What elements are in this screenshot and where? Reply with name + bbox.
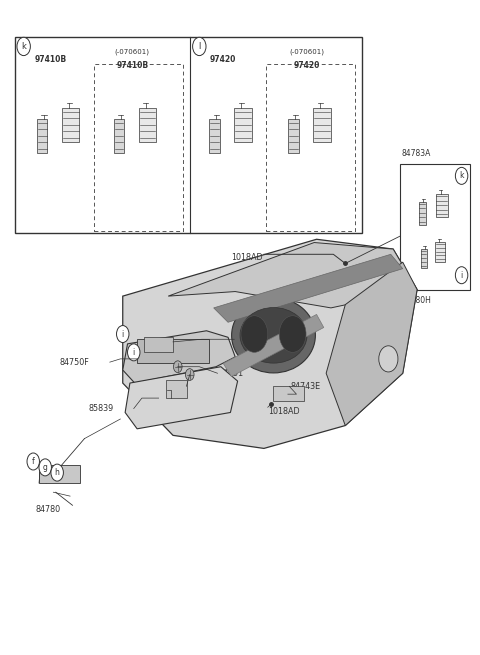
Text: 97410B: 97410B: [35, 55, 67, 64]
Polygon shape: [209, 119, 220, 153]
Bar: [137, 339, 209, 364]
Text: (-070601): (-070601): [115, 48, 150, 55]
Polygon shape: [326, 262, 417, 426]
Circle shape: [173, 361, 182, 373]
Text: 97420: 97420: [294, 62, 320, 71]
Text: 84831: 84831: [235, 335, 260, 344]
Text: 84743E: 84743E: [290, 382, 320, 391]
Text: 84783A: 84783A: [402, 149, 431, 158]
Polygon shape: [139, 108, 156, 142]
Circle shape: [192, 37, 206, 56]
Bar: [166, 380, 187, 398]
Polygon shape: [419, 202, 426, 225]
Bar: [144, 337, 173, 352]
Ellipse shape: [232, 298, 315, 373]
Polygon shape: [435, 242, 445, 262]
Text: 84852: 84852: [148, 404, 173, 413]
Polygon shape: [420, 249, 427, 269]
Text: g: g: [43, 463, 48, 472]
Text: f: f: [32, 457, 35, 466]
Polygon shape: [223, 314, 324, 377]
Text: 1018AD: 1018AD: [231, 253, 263, 262]
Text: i: i: [132, 348, 135, 357]
Polygon shape: [168, 242, 417, 308]
Text: l: l: [198, 42, 201, 51]
Bar: [400, 164, 470, 290]
Circle shape: [27, 453, 39, 470]
Text: i: i: [460, 271, 463, 280]
Polygon shape: [62, 108, 80, 142]
Ellipse shape: [240, 308, 307, 363]
Circle shape: [117, 326, 129, 343]
Text: 93170L: 93170L: [186, 382, 216, 391]
Circle shape: [185, 369, 194, 381]
Text: 84851: 84851: [218, 369, 243, 378]
Polygon shape: [37, 119, 48, 153]
Circle shape: [379, 346, 398, 372]
Circle shape: [17, 37, 30, 56]
Bar: [39, 465, 80, 483]
Text: 84780: 84780: [36, 505, 61, 514]
Circle shape: [39, 459, 51, 476]
Circle shape: [456, 267, 468, 284]
Circle shape: [456, 168, 468, 184]
Polygon shape: [123, 239, 417, 449]
Circle shape: [128, 344, 140, 361]
Text: 84780H: 84780H: [402, 296, 432, 305]
Text: k: k: [21, 42, 26, 51]
Text: 97420: 97420: [210, 55, 237, 64]
Bar: [266, 64, 355, 231]
Circle shape: [241, 316, 268, 352]
Text: 97410B: 97410B: [116, 62, 148, 71]
Polygon shape: [436, 194, 448, 217]
Polygon shape: [235, 108, 252, 142]
Polygon shape: [114, 119, 124, 153]
Polygon shape: [123, 331, 235, 383]
Bar: [15, 37, 362, 233]
Polygon shape: [214, 254, 403, 322]
Text: 84750F: 84750F: [60, 358, 89, 367]
Polygon shape: [313, 108, 331, 142]
Text: h: h: [55, 468, 60, 477]
Text: 1018AD: 1018AD: [268, 407, 300, 416]
Text: i: i: [121, 329, 124, 339]
Bar: [273, 386, 304, 401]
Polygon shape: [288, 119, 299, 153]
Text: k: k: [459, 172, 464, 180]
Polygon shape: [125, 367, 238, 429]
Text: 85839: 85839: [88, 404, 114, 413]
Circle shape: [51, 464, 63, 481]
Circle shape: [279, 316, 306, 352]
Text: (-070601): (-070601): [289, 48, 324, 55]
Bar: [94, 64, 182, 231]
